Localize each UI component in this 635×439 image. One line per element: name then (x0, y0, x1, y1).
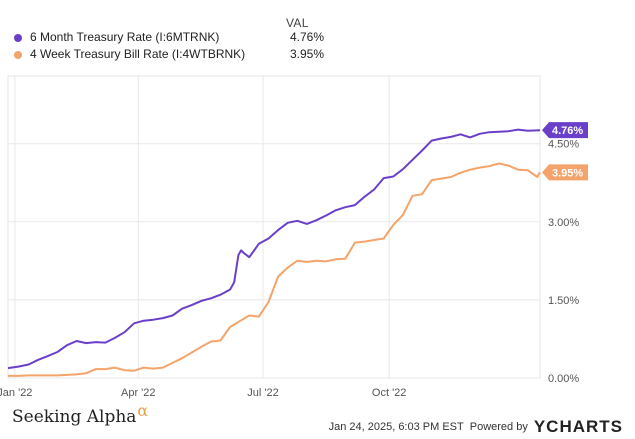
legend-value-header: VAL (286, 16, 309, 30)
y-tick-label: 4.50% (548, 139, 579, 151)
series-line-4-week (8, 162, 541, 377)
legend-item-name: 6 Month Treasury Rate (I:6MTRNK) (30, 30, 220, 44)
y-tick-label: 3.00% (548, 217, 579, 229)
end-value-flag (542, 164, 588, 181)
series-color-dot (14, 51, 22, 59)
y-tick-label: 1.50% (548, 295, 579, 307)
legend-item-value: 4.76% (290, 30, 325, 44)
chart-legend: VAL 6 Month Treasury Rate (I:6MTRNK) 4.7… (0, 0, 635, 70)
x-tick-label: Jul '22 (247, 387, 278, 399)
y-tick-label: 0.00% (548, 373, 579, 385)
x-tick-label: Jan '22 (0, 387, 32, 399)
seeking-alpha-logo: Seeking Alphaα (12, 401, 148, 427)
chart-footer: Jan 24, 2025, 6:03 PM EST Powered by YCH… (329, 417, 623, 437)
x-tick-label: Oct '22 (372, 387, 407, 399)
plot-area (7, 75, 541, 379)
x-tick-label: Apr '22 (121, 387, 156, 399)
line-chart: 0.00% 1.50% 3.00% 4.50% Jan '22 Apr '22 Jul '2… (0, 75, 588, 399)
ycharts-logo: YCHARTS (534, 417, 623, 437)
legend-item-name: 4 Week Treasury Bill Rate (I:4WTBRNK) (30, 47, 246, 61)
alpha-logo-icon: α (137, 401, 149, 420)
brand-name: Seeking Alpha (12, 407, 137, 427)
end-value-label: 3.95% (552, 167, 583, 179)
end-value-flag (542, 122, 588, 139)
legend-item-value: 3.95% (290, 47, 325, 61)
series-line-6-month (7, 128, 541, 370)
powered-by-label: Powered by (469, 421, 528, 433)
ycharts-logo-text: YCHARTS (533, 417, 623, 436)
end-value-label: 4.76% (552, 125, 583, 137)
timestamp: Jan 24, 2025, 6:03 PM EST (328, 421, 464, 433)
series-color-dot (14, 34, 22, 42)
